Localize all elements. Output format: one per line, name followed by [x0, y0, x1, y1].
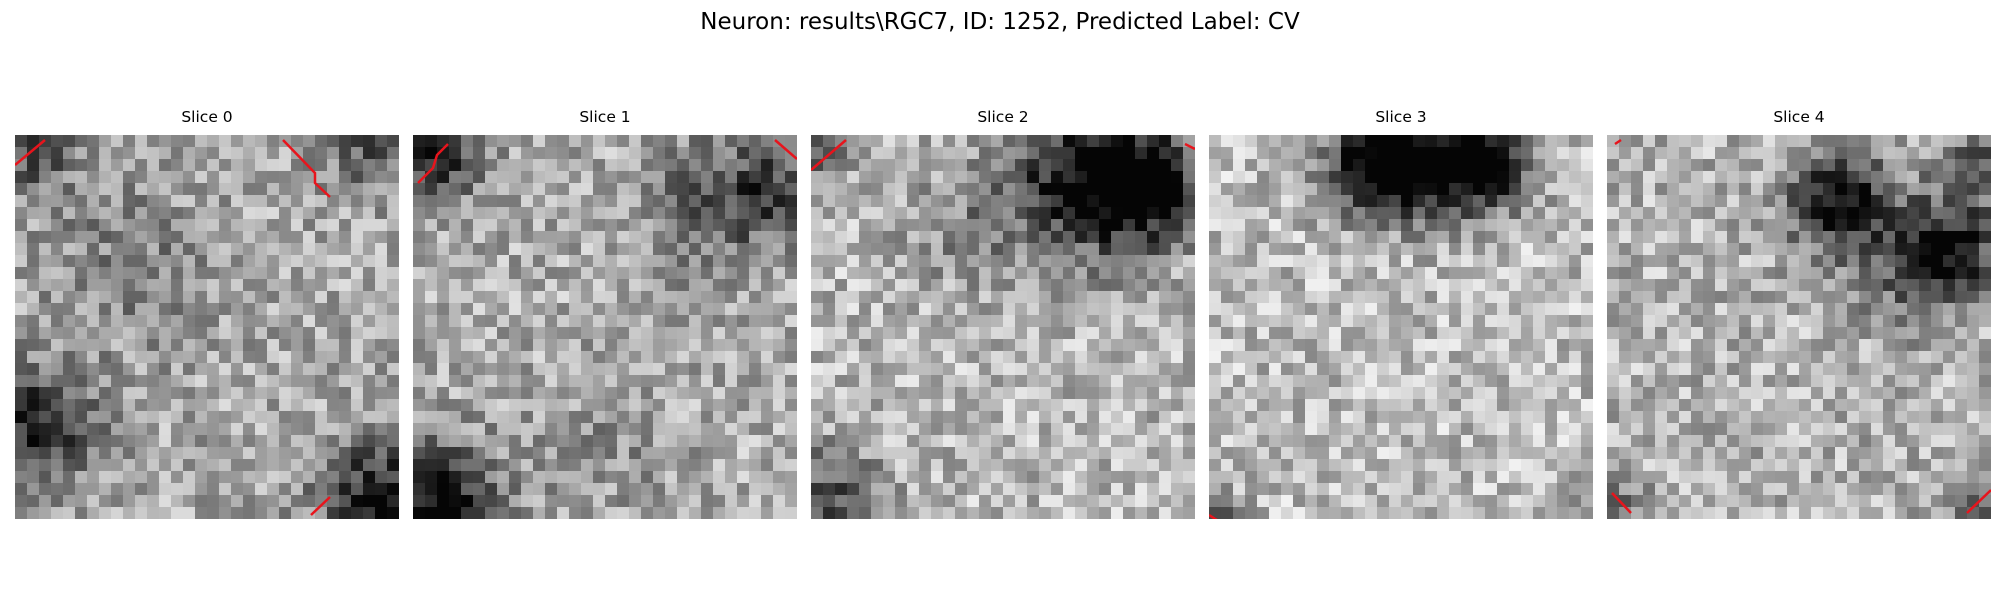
contour-line [774, 139, 797, 160]
slice-title: Slice 2 [977, 108, 1029, 126]
contour-line [310, 496, 331, 516]
slice-panel-0: Slice 0 [15, 107, 399, 521]
slice-texture [1209, 135, 1593, 519]
slice-texture [15, 135, 399, 519]
slice-title: Slice 4 [1773, 108, 1825, 126]
slice-texture [413, 135, 797, 519]
slice-image [1209, 135, 1593, 519]
slice-title: Slice 0 [181, 108, 233, 126]
contour-line [1966, 489, 1991, 514]
slice-panel-4: Slice 4 [1607, 107, 1991, 521]
slice-image [15, 135, 399, 519]
slice-panel-2: Slice 2 [811, 107, 1195, 521]
slice-title: Slice 3 [1375, 108, 1427, 126]
slice-title: Slice 1 [579, 108, 631, 126]
contour-line [1614, 138, 1622, 146]
slice-panel-1: Slice 1 [413, 107, 797, 521]
contour-line [417, 143, 449, 184]
contour-line [15, 139, 46, 166]
slice-texture [811, 135, 1195, 519]
contour-line [1184, 142, 1195, 151]
contour-line [282, 139, 331, 198]
figure-title: Neuron: results\RGC7, ID: 1252, Predicte… [700, 9, 1300, 35]
slice-image [1607, 135, 1991, 519]
slice-texture [1607, 135, 1991, 519]
slice-image [811, 135, 1195, 519]
contour-line [1611, 492, 1632, 514]
slice-image [413, 135, 797, 519]
contour-line [1209, 513, 1218, 519]
slice-panel-3: Slice 3 [1209, 107, 1593, 521]
contour-line [811, 139, 847, 171]
